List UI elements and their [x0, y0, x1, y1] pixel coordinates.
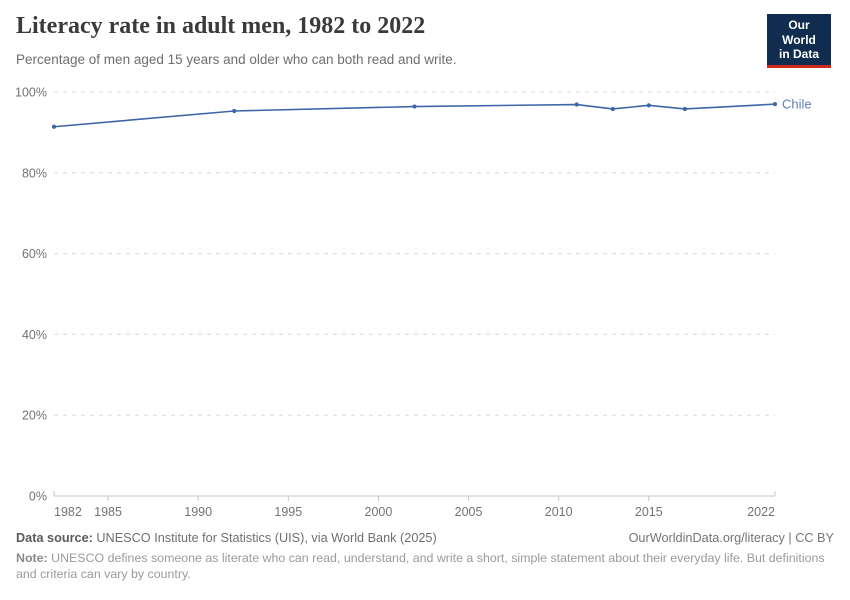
owid-logo-line1: Our World: [782, 18, 816, 47]
data-point: [51, 124, 57, 129]
page-subtitle: Percentage of men aged 15 years and olde…: [16, 52, 457, 67]
data-point: [412, 104, 417, 109]
x-axis-label: 1985: [94, 505, 122, 519]
data-point: [574, 102, 579, 107]
note-text: UNESCO defines someone as literate who c…: [16, 551, 825, 582]
data-point: [682, 106, 687, 112]
data-point: [646, 103, 651, 108]
data-source-label: Data source:: [16, 531, 93, 545]
y-axis-label: 60%: [22, 247, 47, 261]
note-line: Note: UNESCO defines someone as literate…: [16, 550, 834, 583]
y-axis-label: 40%: [22, 328, 47, 342]
owid-url-link[interactable]: OurWorldinData.org/literacy | CC BY: [628, 531, 834, 545]
y-axis-label: 0%: [29, 490, 47, 504]
data-source-text: UNESCO Institute for Statistics (UIS), v…: [96, 531, 437, 545]
note-label: Note:: [16, 551, 48, 565]
data-point: [610, 106, 615, 112]
x-axis-label: 1982: [54, 505, 82, 519]
data-point: [772, 102, 778, 107]
page-title: Literacy rate in adult men, 1982 to 2022: [16, 13, 426, 39]
line-chart: 0% 20% 40% 60% 80% 100% 1982 1985 1990 1995 2000 20…: [15, 86, 812, 520]
x-axis-label: 2010: [545, 505, 573, 519]
owid-logo-line2: in Data: [778, 47, 819, 62]
x-axis-label: 2015: [635, 505, 663, 519]
x-axis-label: 2000: [365, 505, 393, 519]
series-line-chile: [53, 103, 776, 128]
x-axis-label: 2022: [747, 505, 775, 519]
y-axis-label: 20%: [22, 409, 47, 423]
chart-svg: 0% 20% 40% 60% 80% 100% 1982 1985 1990 1995 2000 20…: [15, 86, 812, 520]
x-axis-label: 1995: [274, 505, 302, 519]
y-axis-label: 100%: [15, 86, 47, 100]
entity-label: Chile: [782, 97, 812, 112]
chart-footer: Data source: UNESCO Institute for Statis…: [16, 531, 834, 583]
x-axis-label: 1990: [184, 505, 212, 519]
data-point: [232, 108, 237, 114]
x-axis-label: 2005: [455, 505, 483, 519]
y-axis-label: 80%: [22, 166, 47, 180]
data-source-line: Data source: UNESCO Institute for Statis…: [16, 531, 437, 545]
owid-logo: Our World in Data: [767, 14, 831, 68]
